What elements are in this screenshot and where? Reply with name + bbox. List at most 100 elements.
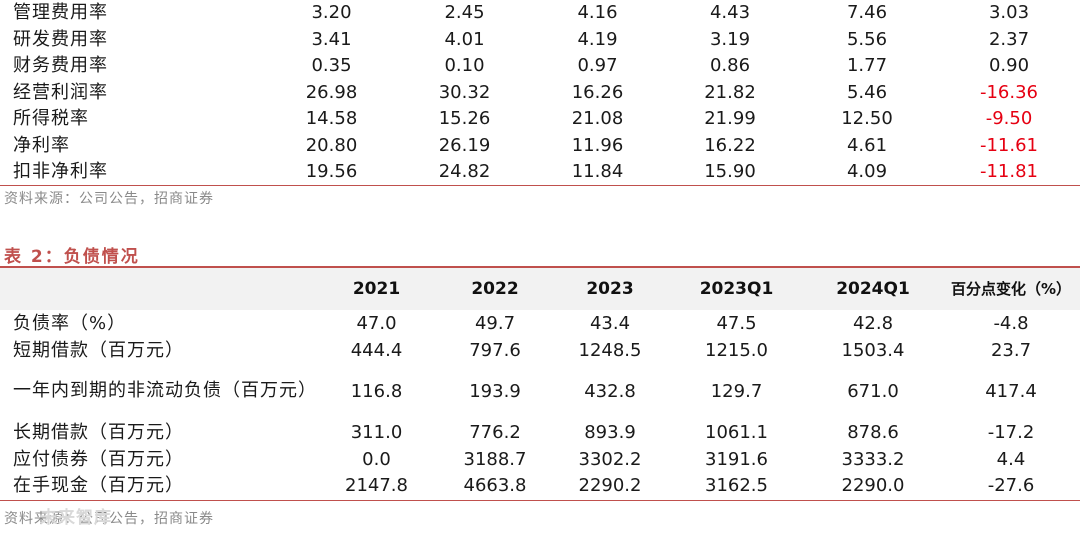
cell-value: 3333.2 [841, 448, 905, 470]
cell-value: 417.4 [985, 380, 1037, 402]
cell-value: -4.8 [993, 312, 1029, 334]
cell-value: 7.46 [846, 2, 888, 24]
cell-value: 193.9 [469, 380, 521, 402]
cell-value: 444.4 [350, 339, 403, 361]
header-2023: 2023 [586, 278, 634, 299]
cell-value: 20.80 [305, 134, 358, 156]
cell-value: 21.82 [704, 81, 756, 103]
cell-value: 21.99 [704, 108, 756, 130]
row-label: 管理费用率 [13, 2, 108, 24]
cell-value: 1215.0 [705, 339, 768, 361]
cell-value: 2.45 [444, 2, 485, 24]
margin-ratio-table: 管理费用率 3.20 2.45 4.16 4.43 7.46 3.03 研发费用… [0, 0, 1080, 186]
cell-value: 0.97 [577, 55, 618, 77]
row-label: 扣非净利率 [0, 159, 265, 186]
row-label: 经营利润率 [13, 81, 108, 103]
debt-table: 2021 2022 2023 2023Q1 2024Q1 百分点变化（%） 负债… [0, 268, 1080, 501]
cell-value: 0.90 [988, 55, 1030, 77]
cell-value: 1061.1 [705, 421, 768, 443]
cell-value: 3162.5 [669, 473, 804, 501]
header-2023q1: 2023Q1 [699, 278, 774, 299]
header-2021: 2021 [352, 278, 401, 299]
cell-value: 3302.2 [578, 448, 642, 470]
cell-value: -27.6 [942, 473, 1080, 501]
cell-value: 3.03 [988, 2, 1030, 24]
cell-value: 129.7 [710, 380, 763, 402]
cell-value: 4.61 [846, 134, 888, 156]
caption-divider [0, 266, 1080, 268]
cell-value: 3188.7 [463, 448, 527, 470]
cell-value: 3.20 [311, 2, 352, 24]
cell-value: 26.98 [305, 81, 358, 103]
cell-value: 432.8 [584, 380, 636, 402]
cell-value: 0.10 [444, 55, 485, 77]
table-row: 研发费用率 3.41 4.01 4.19 3.19 5.56 2.37 [0, 27, 1080, 54]
cell-value: 4.01 [444, 28, 485, 50]
table-row: 净利率 20.80 26.19 11.96 16.22 4.61 -11.61 [0, 133, 1080, 160]
cell-value: 4.16 [577, 2, 618, 24]
cell-value: 311.0 [350, 421, 403, 443]
table-row: 扣非净利率 19.56 24.82 11.84 15.90 4.09 -11.8… [0, 159, 1080, 186]
cell-value: 776.2 [469, 421, 521, 443]
row-label: 短期借款（百万元） [13, 339, 184, 361]
header-pp-change: 百分点变化（%） [950, 279, 1072, 298]
table-header-row: 2021 2022 2023 2023Q1 2024Q1 百分点变化（%） [0, 268, 1080, 310]
cell-value: 797.6 [469, 339, 521, 361]
table-row: 长期借款（百万元） 311.0 776.2 893.9 1061.1 878.6… [0, 419, 1080, 446]
row-label: 净利率 [13, 134, 70, 156]
cell-value: 49.7 [474, 312, 516, 334]
row-label: 研发费用率 [13, 28, 108, 50]
cell-value: 3.41 [311, 28, 352, 50]
cell-value: 2290.2 [551, 473, 669, 501]
table-row: 应付债券（百万元） 0.0 3188.7 3302.2 3191.6 3333.… [0, 446, 1080, 473]
cell-value: 2147.8 [314, 473, 439, 501]
cell-value: 5.56 [846, 28, 888, 50]
cell-value: 15.26 [438, 108, 491, 130]
cell-value: 43.4 [589, 312, 631, 334]
cell-value: 2.37 [988, 28, 1030, 50]
table1-source-note: 资料来源：公司公告，招商证券 [4, 191, 214, 207]
header-blank [0, 268, 314, 310]
cell-value: 878.6 [847, 421, 899, 443]
table2-source-note: 资料来源：公司公告，招商证券 [4, 511, 214, 527]
cell-value-negative: -9.50 [985, 108, 1033, 130]
cell-value: 26.19 [438, 134, 491, 156]
cell-value: 14.58 [305, 108, 358, 130]
table-row: 所得税率 14.58 15.26 21.08 21.99 12.50 -9.50 [0, 106, 1080, 133]
cell-value-negative: -11.81 [938, 159, 1080, 186]
cell-value: 42.8 [852, 312, 894, 334]
cell-value: 4.4 [996, 448, 1026, 470]
cell-value: 12.50 [841, 108, 893, 130]
cell-value: 116.8 [350, 380, 403, 402]
watermark-logo: 未来智库 [40, 508, 112, 528]
cell-value: 23.7 [990, 339, 1032, 361]
cell-value: 16.26 [571, 81, 624, 103]
table-row: 管理费用率 3.20 2.45 4.16 4.43 7.46 3.03 [0, 0, 1080, 27]
cell-value: 19.56 [265, 159, 398, 186]
cell-value: 4.43 [709, 2, 751, 24]
cell-value: 15.90 [664, 159, 796, 186]
table-row: 在手现金（百万元） 2147.8 4663.8 2290.2 3162.5 22… [0, 473, 1080, 501]
table-row: 一年内到期的非流动负债（百万元） 116.8 193.9 432.8 129.7… [0, 364, 1080, 419]
cell-value: 893.9 [584, 421, 636, 443]
cell-value: 1503.4 [841, 339, 905, 361]
cell-value: 1.77 [846, 55, 888, 77]
cell-value: 0.0 [362, 448, 391, 470]
cell-value: 21.08 [571, 108, 624, 130]
header-2024q1: 2024Q1 [836, 278, 910, 299]
cell-value: 0.35 [311, 55, 352, 77]
cell-value: 0.86 [709, 55, 751, 77]
row-label: 一年内到期的非流动负债（百万元） [13, 380, 317, 402]
table-row: 短期借款（百万元） 444.4 797.6 1248.5 1215.0 1503… [0, 337, 1080, 364]
cell-value: 4.09 [796, 159, 938, 186]
cell-value: 4663.8 [439, 473, 551, 501]
table-row: 财务费用率 0.35 0.10 0.97 0.86 1.77 0.90 [0, 53, 1080, 80]
cell-value: 671.0 [847, 380, 899, 402]
cell-value: 11.96 [571, 134, 624, 156]
cell-value: -17.2 [987, 421, 1035, 443]
table-row: 经营利润率 26.98 30.32 16.26 21.82 5.46 -16.3… [0, 80, 1080, 107]
row-label: 负债率（%） [13, 312, 127, 334]
table2-caption: 表 2：负债情况 [4, 247, 140, 267]
cell-value: 47.0 [356, 312, 397, 334]
cell-value: 5.46 [846, 81, 888, 103]
